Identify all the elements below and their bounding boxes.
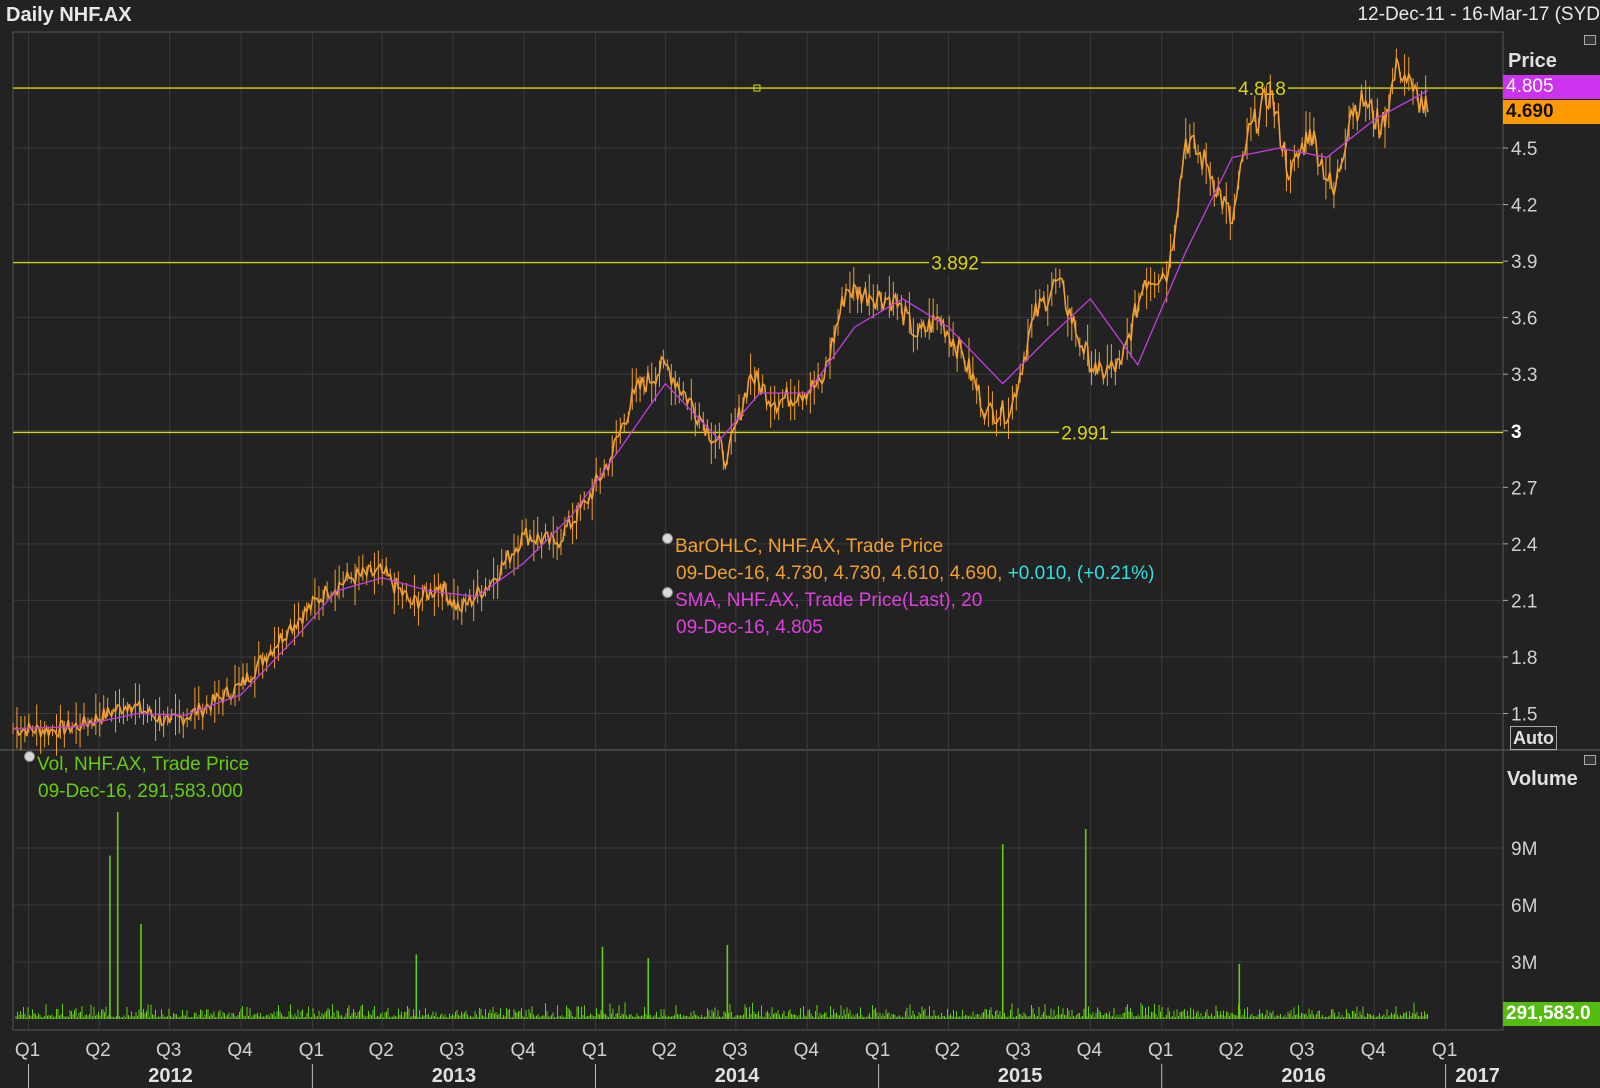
x-tick-quarter: Q1 [1432,1040,1457,1061]
volume-legend: Vol, NHF.AX, Trade Price 09-Dec-16, 291,… [24,751,249,805]
x-tick-quarter: Q1 [865,1040,890,1061]
x-tick-year: 2017 [1455,1065,1500,1087]
x-tick-quarter: Q1 [299,1040,324,1061]
price-tick-label: 1.5 [1511,705,1537,726]
volume-values-row: 09-Dec-16, 291,583.000 [24,778,249,805]
level-label: 4.818 [1238,79,1286,100]
price-tick-label: 2.7 [1511,478,1537,499]
x-tick-quarter: Q4 [1077,1040,1103,1061]
volume-panel-maximize-icon[interactable] [1584,755,1596,765]
volume-axis-title: Volume [1507,768,1578,790]
ohlc-legend-values: 09-Dec-16, 4.730, 4.730, 4.610, 4.690, [676,563,1003,584]
volume-tick-label: 6M [1511,896,1537,917]
volume-tick-label: 3M [1511,953,1537,974]
x-tick-quarter: Q2 [652,1040,677,1061]
x-tick-quarter: Q2 [935,1040,960,1061]
volume-legend-values: 09-Dec-16, 291,583.000 [38,781,243,802]
x-tick-quarter: Q1 [15,1040,40,1061]
x-tick-quarter: Q2 [369,1040,394,1061]
x-tick-quarter: Q1 [1148,1040,1173,1061]
ohlc-legend-name: BarOHLC, NHF.AX, Trade Price [675,536,944,557]
price-tick-label: 3 [1511,422,1522,443]
x-tick-year: 2013 [432,1065,477,1087]
level-label: 2.991 [1061,423,1109,444]
level-label-bg [1059,420,1111,445]
price-tick-label: 3.3 [1511,365,1537,386]
legend-toggle-icon[interactable] [662,533,673,544]
price-tick-label: 3.6 [1511,309,1537,330]
x-tick-year: 2015 [998,1065,1043,1087]
x-tick-quarter: Q3 [439,1040,464,1061]
last-volume-tag: 291,583.0 [1503,1002,1600,1026]
x-tick-quarter: Q3 [1289,1040,1314,1061]
x-tick-quarter: Q4 [227,1040,253,1061]
sma-legend-name: SMA, NHF.AX, Trade Price(Last), 20 [675,590,983,611]
x-tick-quarter: Q1 [582,1040,607,1061]
price-tick-label: 1.8 [1511,648,1537,669]
level-label: 3.892 [931,254,979,275]
sma-series-line [12,89,1429,730]
x-tick-quarter: Q4 [794,1040,820,1061]
last-price-tag: 4.690 [1503,100,1600,124]
x-tick-quarter: Q4 [510,1040,536,1061]
ohlc-legend-row: BarOHLC, NHF.AX, Trade Price [662,533,1155,560]
volume-tick-label: 9M [1511,839,1537,860]
price-tick-label: 2.1 [1511,591,1537,612]
last-sma-tag: 4.805 [1503,75,1600,99]
auto-scale-button[interactable]: Auto [1510,726,1557,750]
volume-legend-name: Vol, NHF.AX, Trade Price [37,754,250,775]
x-tick-quarter: Q4 [1361,1040,1387,1061]
ohlc-values-row: 09-Dec-16, 4.730, 4.730, 4.610, 4.690, +… [662,560,1155,587]
legend-toggle-icon[interactable] [662,587,673,598]
legend-toggle-icon[interactable] [24,751,35,762]
x-tick-year: 2016 [1281,1065,1326,1087]
volume-legend-row: Vol, NHF.AX, Trade Price [24,751,249,778]
date-range: 12-Dec-11 - 16-Mar-17 (SYD [1357,4,1600,25]
chart-title: Daily NHF.AX [6,4,132,26]
price-legend: BarOHLC, NHF.AX, Trade Price 09-Dec-16, … [662,533,1155,641]
x-tick-quarter: Q3 [722,1040,747,1061]
x-tick-quarter: Q3 [156,1040,181,1061]
level-label-bg [929,250,981,275]
price-tick-label: 4.5 [1511,139,1537,160]
ohlc-legend-change: +0.010, (+0.21%) [1007,563,1155,584]
price-panel-maximize-icon[interactable] [1584,35,1596,45]
x-tick-quarter: Q2 [1219,1040,1244,1061]
x-tick-quarter: Q2 [85,1040,110,1061]
sma-legend-row: SMA, NHF.AX, Trade Price(Last), 20 [662,587,1155,614]
sma-values-row: 09-Dec-16, 4.805 [662,614,1155,641]
price-tick-label: 2.4 [1511,535,1538,556]
level-handle-icon [753,84,761,92]
price-tick-label: 4.2 [1511,196,1537,217]
sma-legend-values: 09-Dec-16, 4.805 [676,617,823,638]
x-tick-year: 2012 [148,1065,193,1087]
price-axis-title: Price [1508,50,1557,72]
x-tick-quarter: Q3 [1005,1040,1030,1061]
x-tick-year: 2014 [715,1065,760,1087]
price-tick-label: 3.9 [1511,252,1537,273]
